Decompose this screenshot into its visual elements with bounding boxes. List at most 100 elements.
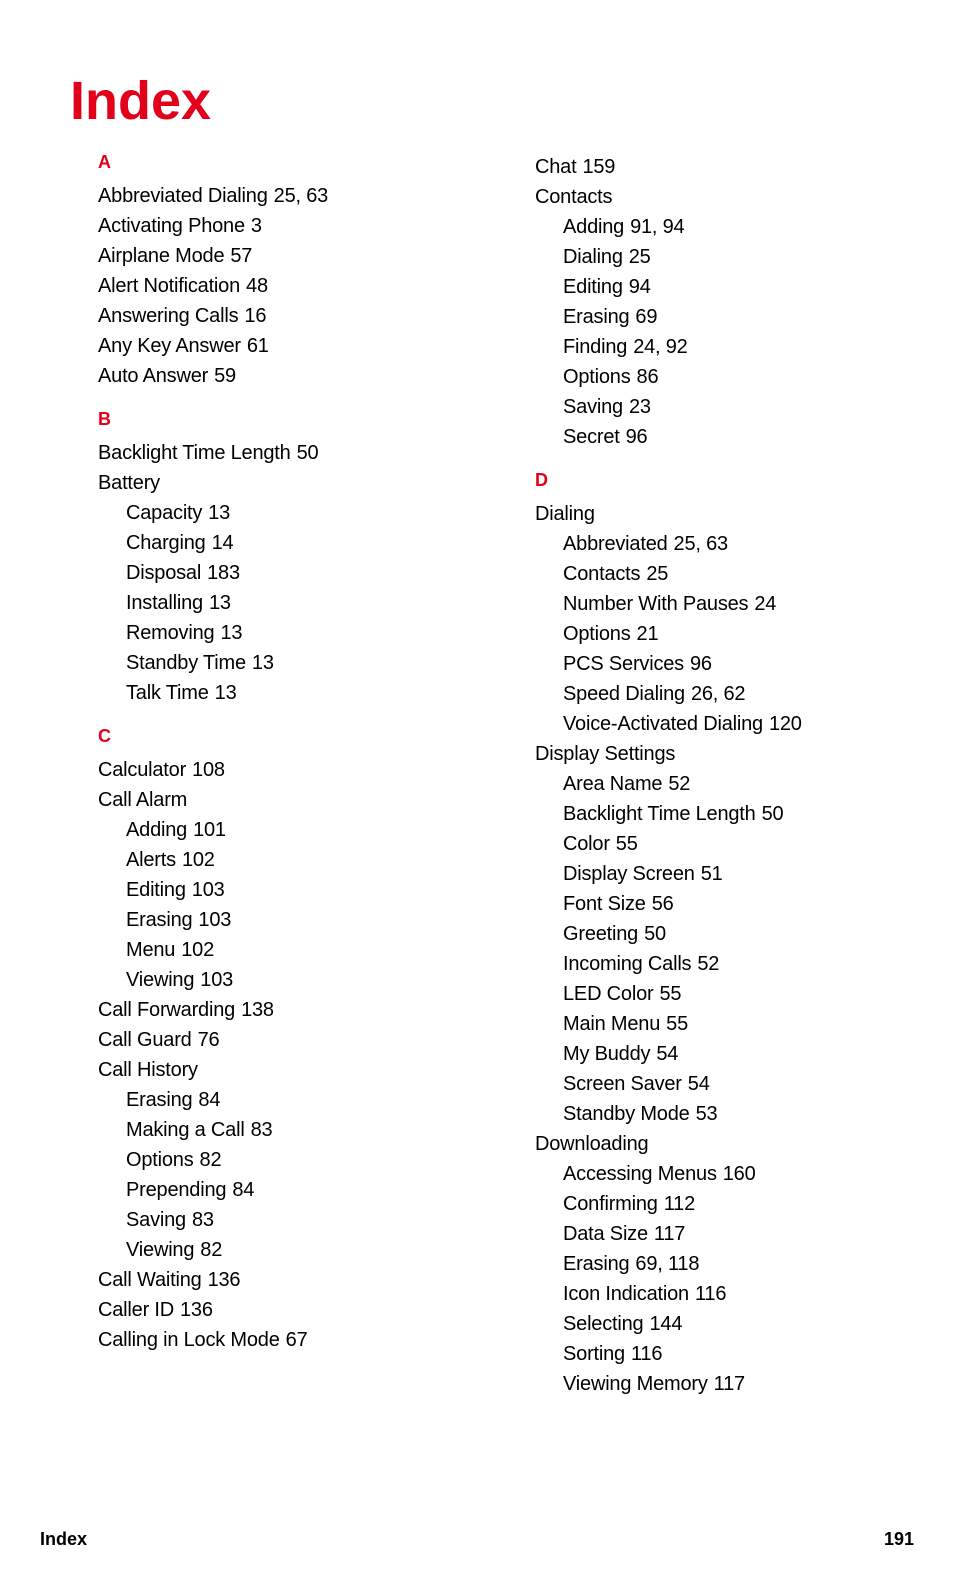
sub-entry-pages: 117 [654,1223,685,1245]
entry-pages: 50 [297,442,319,464]
sub-entry-pages: 94 [629,276,651,298]
sub-entry-term: My Buddy [563,1043,650,1065]
index-sub-entry: Menu102 [126,935,457,965]
sub-entry-term: Erasing [126,909,192,931]
entry-pages: 67 [286,1329,308,1351]
sub-entry-term: Installing [126,592,203,614]
footer-page-number: 191 [884,1529,914,1550]
index-entry: Contacts [535,182,894,212]
index-sub-entry: Abbreviated25, 63 [563,529,894,559]
sub-entry-term: Options [126,1149,194,1171]
sub-entry-term: Capacity [126,502,202,524]
index-sub-entry: Font Size56 [563,889,894,919]
index-sub-entry: Talk Time13 [126,678,457,708]
sub-entry-term: Adding [126,819,187,841]
sub-entry-pages: 160 [723,1163,756,1185]
sub-entry-term: Options [563,366,631,388]
index-sub-entry: Disposal183 [126,558,457,588]
index-sub-entry: Viewing 103 [126,965,457,995]
index-sub-entry: Options86 [563,362,894,392]
sub-entry-term: Viewing [126,969,194,991]
sub-entry-term: Saving [126,1209,186,1231]
sub-entry-pages: 101 [193,819,226,841]
sub-entry-pages: 26, 62 [691,683,745,705]
sub-entry-pages: 84 [198,1089,220,1111]
index-entry: Activating Phone3 [98,211,457,241]
sub-entry-term: Main Menu [563,1013,660,1035]
sub-entry-term: Standby Time [126,652,246,674]
sub-entry-pages: 13 [252,652,274,674]
index-sub-entry: Erasing 69, 118 [563,1249,894,1279]
index-sub-entry: Sorting116 [563,1339,894,1369]
sub-entry-term: Color [563,833,610,855]
sub-entry-term: LED Color [563,983,653,1005]
sub-entry-pages: 23 [629,396,651,418]
index-sub-entry: Capacity 13 [126,498,457,528]
sub-entry-term: Viewing [126,1239,194,1261]
sub-entry-pages: 13 [208,502,230,524]
sub-entry-pages: 84 [232,1179,254,1201]
sub-entry-term: Prepending [126,1179,226,1201]
sub-entry-term: Erasing [126,1089,192,1111]
sub-entry-pages: 183 [207,562,240,584]
sub-entry-pages: 52 [668,773,690,795]
index-sub-entry: Viewing82 [126,1235,457,1265]
sub-entry-term: Erasing [563,306,629,328]
entry-pages: 61 [247,335,269,357]
index-entry: Airplane Mode57 [98,241,457,271]
index-sub-entry: Incoming Calls52 [563,949,894,979]
index-sub-entry: Erasing 103 [126,905,457,935]
footer-section-label: Index [40,1529,87,1550]
sub-entry-term: Talk Time [126,682,209,704]
sub-entry-pages: 53 [696,1103,718,1125]
sub-entry-pages: 103 [198,909,231,931]
index-entry: Answering Calls16 [98,301,457,331]
index-sub-entry: Viewing Memory117 [563,1369,894,1399]
index-sub-entry: Editing103 [126,875,457,905]
index-sub-entry: Data Size117 [563,1219,894,1249]
index-entry: Auto Answer59 [98,361,457,391]
index-entry: Battery [98,468,457,498]
index-entry: Alert Notification48 [98,271,457,301]
left-column: AAbbreviated Dialing25, 63Activating Pho… [70,152,457,1399]
index-entry: Calling in Lock Mode67 [98,1325,457,1355]
sub-entry-pages: 56 [652,893,674,915]
entry-term: Call Guard [98,1029,192,1051]
index-entry: Call History [98,1055,457,1085]
entry-term: Chat [535,156,576,178]
index-sub-entry: Main Menu55 [563,1009,894,1039]
entry-term: Call History [98,1059,198,1081]
index-sub-entry: Number With Pauses24 [563,589,894,619]
sub-entry-term: Confirming [563,1193,658,1215]
entry-term: Abbreviated Dialing [98,185,268,207]
sub-entry-term: Menu [126,939,175,961]
sub-entry-term: Icon Indication [563,1283,689,1305]
sub-entry-term: Erasing [563,1253,629,1275]
sub-entry-term: Editing [126,879,186,901]
entry-pages: 57 [230,245,252,267]
entry-term: Calculator [98,759,186,781]
sub-entry-term: Removing [126,622,214,644]
sub-entry-term: Abbreviated [563,533,668,555]
sub-entry-pages: 103 [200,969,233,991]
sub-entry-pages: 69, 118 [635,1253,699,1275]
index-sub-entry: Adding91, 94 [563,212,894,242]
index-sub-entry: Screen Saver54 [563,1069,894,1099]
index-sub-entry: Secret96 [563,422,894,452]
sub-entry-pages: 24 [754,593,776,615]
sub-entry-pages: 116 [631,1343,662,1365]
sub-entry-term: Speed Dialing [563,683,685,705]
index-sub-entry: Speed Dialing 26, 62 [563,679,894,709]
page-title: Index [70,70,894,132]
sub-entry-term: Saving [563,396,623,418]
sub-entry-pages: 21 [637,623,659,645]
entry-term: Any Key Answer [98,335,241,357]
index-sub-entry: Adding 101 [126,815,457,845]
sub-entry-pages: 55 [659,983,681,1005]
sub-entry-pages: 24, 92 [633,336,687,358]
index-entry: Display Settings [535,739,894,769]
index-sub-entry: Contacts25 [563,559,894,589]
sub-entry-term: Incoming Calls [563,953,691,975]
entry-term: Caller ID [98,1299,174,1321]
sub-entry-pages: 96 [690,653,712,675]
